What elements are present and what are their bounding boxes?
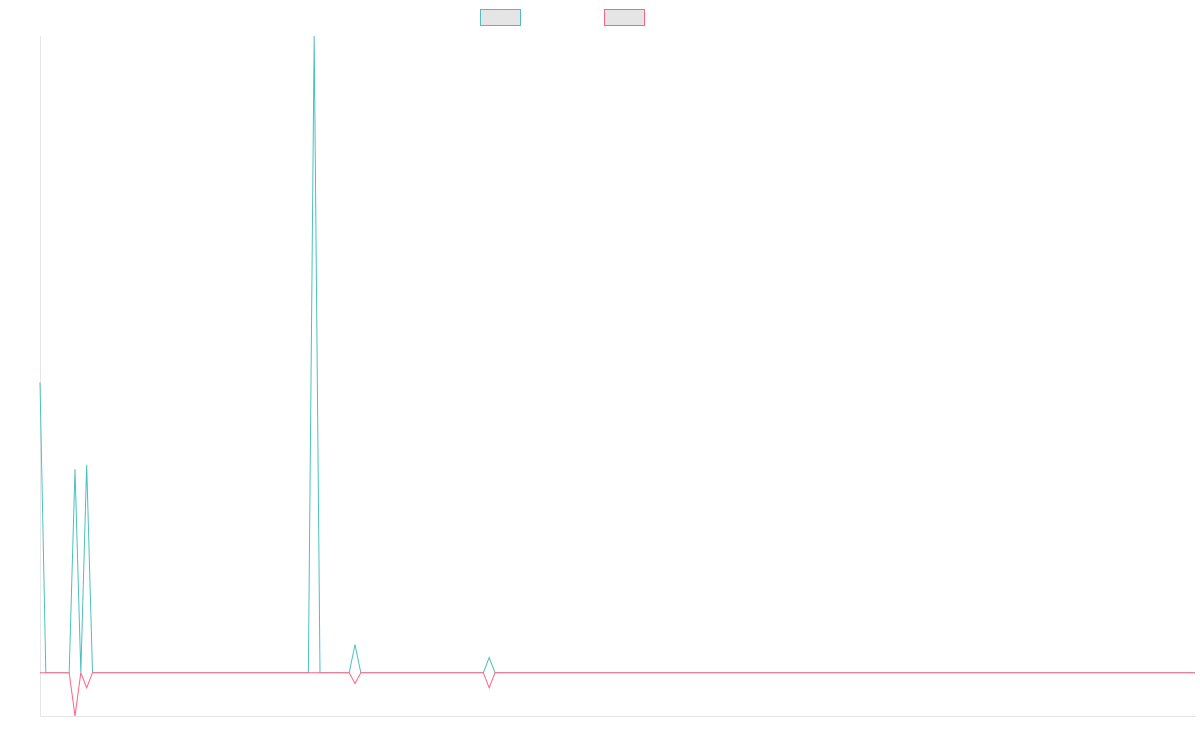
series-layer bbox=[39, 35, 1195, 717]
legend-swatch-series-2[interactable] bbox=[604, 9, 645, 26]
series-line-1[interactable] bbox=[39, 35, 1195, 674]
series-line-2[interactable] bbox=[40, 672, 1195, 717]
legend bbox=[480, 9, 645, 26]
legend-swatch-series-1[interactable] bbox=[480, 9, 521, 26]
